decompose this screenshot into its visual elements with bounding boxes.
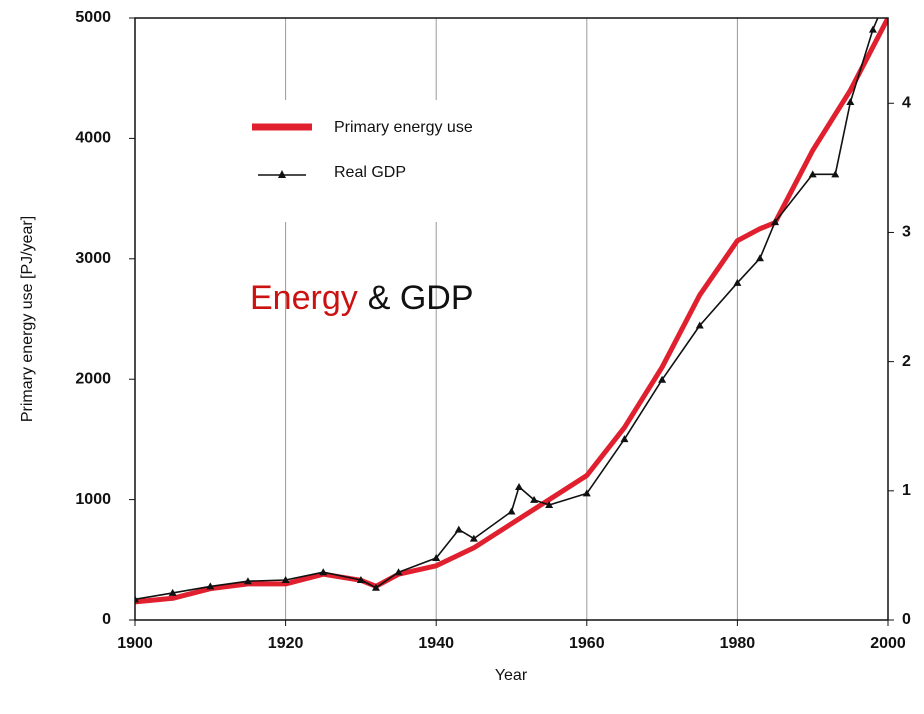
x-tick-label: 1960 — [569, 635, 605, 652]
series-marker — [356, 575, 365, 583]
x-tick-label: 2000 — [870, 635, 906, 652]
legend-background — [240, 100, 570, 222]
annotation: Energy & GDP — [250, 279, 474, 317]
y2-tick-label: 1 — [902, 482, 911, 499]
series-marker — [695, 321, 704, 329]
series-marker — [868, 25, 877, 33]
series-line — [135, 18, 888, 605]
plot-area — [135, 8, 888, 605]
series-marker — [469, 534, 478, 542]
series-line — [135, 18, 879, 601]
series-marker — [545, 501, 554, 509]
series-marker — [507, 507, 516, 515]
annotation-part: Energy — [250, 279, 358, 317]
series-marker — [454, 525, 463, 533]
y2-tick-label: 2 — [902, 353, 911, 370]
x-tick-label: 1920 — [268, 635, 304, 652]
series-marker — [733, 278, 742, 286]
axes: 1900 1920 1940 1960 1980 2000 0 1000 2000 3000 400… — [75, 9, 911, 652]
x-axis-title: Year — [495, 667, 528, 684]
y-axis-title: Primary energy use [PJ/year] — [19, 216, 36, 422]
series-marker — [831, 170, 840, 178]
y-tick-label: 1000 — [75, 491, 111, 508]
series-marker — [582, 489, 591, 497]
series-marker — [243, 577, 252, 585]
series-marker — [530, 495, 539, 503]
y2-tick-label: 4 — [902, 94, 911, 111]
series-marker — [168, 588, 177, 596]
series-marker — [755, 254, 764, 262]
x-tick-label: 1980 — [720, 635, 756, 652]
y2-tick-label: 0 — [902, 611, 911, 628]
series-marker — [206, 582, 215, 590]
legend-label: Primary energy use — [334, 119, 473, 136]
series-marker — [876, 8, 884, 15]
y-tick-label: 4000 — [75, 130, 111, 147]
y-tick-label: 0 — [102, 611, 111, 628]
series-marker — [281, 575, 290, 583]
series-marker — [658, 375, 667, 383]
annotation-part: & GDP — [368, 279, 474, 317]
series-marker — [846, 97, 855, 105]
series-marker — [135, 595, 139, 603]
y-tick-label: 5000 — [75, 9, 111, 26]
series-marker — [432, 553, 441, 561]
series-marker — [771, 218, 780, 226]
y2-tick-label: 3 — [902, 224, 911, 241]
x-tick-label: 1900 — [117, 635, 153, 652]
plot-frame — [134, 17, 889, 621]
legend-marker — [278, 170, 286, 178]
series-marker — [515, 482, 524, 490]
series-marker — [808, 170, 817, 178]
x-tick-label: 1940 — [418, 635, 454, 652]
series-marker — [319, 568, 328, 576]
legend: Primary energy use Real GDP — [252, 119, 473, 181]
series-marker — [394, 568, 403, 576]
y-tick-label: 2000 — [75, 370, 111, 387]
series-marker — [371, 583, 380, 591]
y-tick-label: 3000 — [75, 250, 111, 267]
series-marker — [620, 435, 629, 443]
legend-label: Real GDP — [334, 164, 406, 181]
